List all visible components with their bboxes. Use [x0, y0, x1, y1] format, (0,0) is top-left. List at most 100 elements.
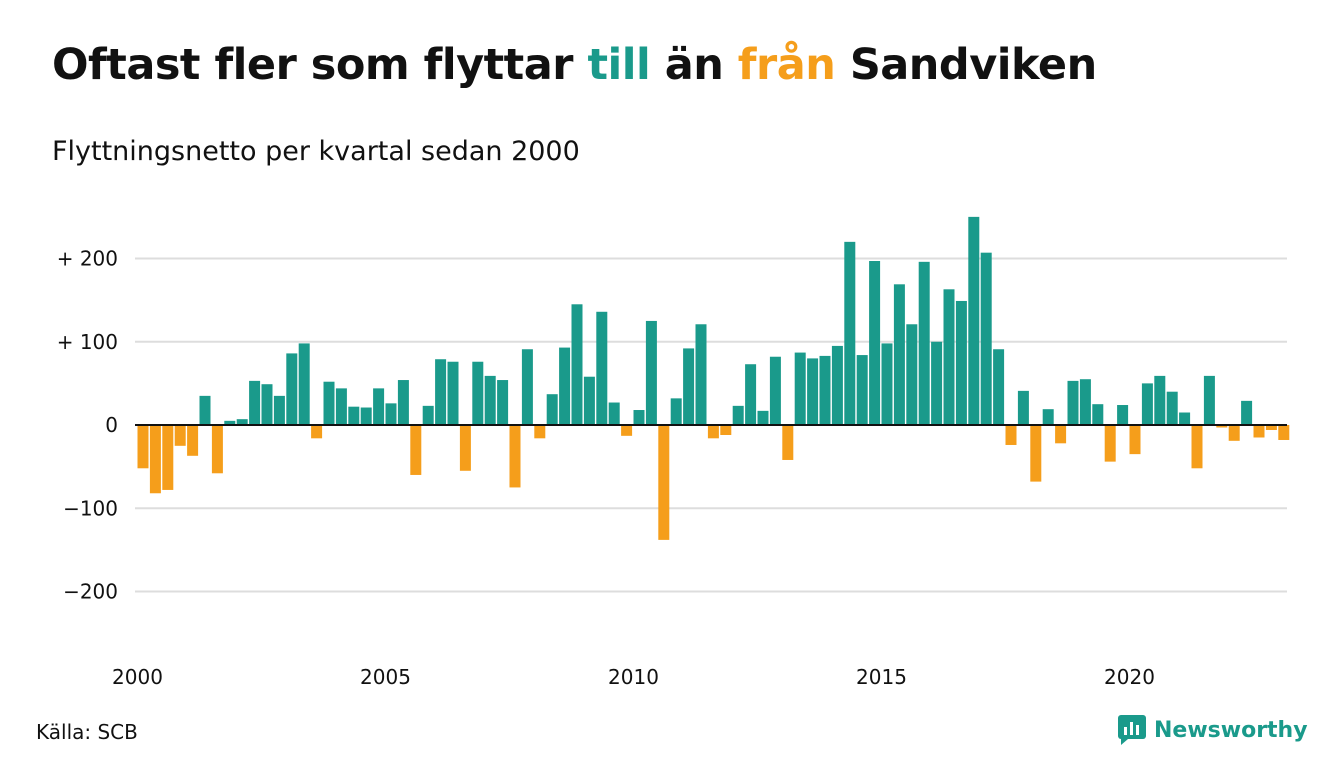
bar — [633, 410, 645, 425]
bar — [224, 420, 236, 425]
bar — [1129, 425, 1141, 455]
bar — [1278, 425, 1290, 440]
chart-subtitle: Flyttningsnetto per kvartal sedan 2000 — [52, 136, 580, 167]
newsworthy-logo-icon — [1118, 715, 1146, 745]
x-tick-label: 2020 — [1104, 665, 1155, 689]
bar — [174, 425, 186, 446]
bar — [1030, 425, 1042, 482]
chart-title: Oftast fler som flyttar till än från San… — [52, 40, 1097, 90]
y-tick-label: 0 — [105, 413, 118, 437]
bar — [645, 320, 657, 425]
brand-logo: Newsworthy — [1118, 714, 1308, 746]
brand-label: Newsworthy — [1154, 717, 1308, 743]
bar — [1104, 425, 1116, 462]
bar — [1079, 379, 1091, 425]
title-fran: från — [737, 40, 836, 90]
bar — [819, 355, 831, 425]
bar — [893, 284, 905, 425]
bar — [1228, 425, 1240, 441]
bar — [261, 384, 273, 425]
title-part-1: Oftast fler som flyttar — [52, 40, 588, 90]
bar — [1017, 390, 1029, 425]
bar — [546, 394, 558, 425]
bar — [1216, 425, 1228, 428]
bar — [683, 348, 695, 425]
bar — [137, 425, 149, 469]
bar — [472, 361, 484, 425]
x-tick-label: 2000 — [112, 665, 163, 689]
bar — [509, 425, 521, 488]
bar — [608, 402, 620, 425]
bar — [571, 304, 583, 425]
bar — [1055, 425, 1067, 444]
bar — [1253, 425, 1265, 438]
bar — [745, 364, 757, 425]
bar — [658, 425, 670, 540]
bar — [273, 395, 285, 425]
bar — [968, 216, 980, 425]
bar — [1005, 425, 1017, 445]
bar — [931, 341, 943, 425]
bar — [918, 261, 930, 425]
bar — [1067, 380, 1079, 425]
bar — [484, 375, 496, 425]
bar — [1191, 425, 1203, 469]
title-till: till — [587, 40, 651, 90]
bar — [534, 425, 546, 439]
bar — [621, 425, 633, 436]
bar — [311, 425, 323, 439]
bar — [769, 356, 781, 425]
x-tick-label: 2010 — [608, 665, 659, 689]
bar — [831, 345, 843, 425]
bar — [869, 260, 881, 425]
bar — [794, 352, 806, 425]
y-tick-label: −200 — [63, 580, 118, 604]
x-tick-label: 2005 — [360, 665, 411, 689]
bar — [397, 380, 409, 425]
bar — [782, 425, 794, 460]
bar — [1092, 404, 1104, 425]
bar — [695, 324, 707, 425]
bar — [955, 300, 967, 425]
bar — [844, 241, 856, 425]
bar — [559, 347, 571, 425]
bar — [459, 425, 471, 471]
bar — [670, 398, 682, 425]
bar — [993, 349, 1005, 425]
bar — [596, 311, 608, 425]
bar — [1141, 383, 1153, 425]
bar — [149, 425, 161, 494]
bar — [1203, 375, 1215, 425]
bar — [348, 406, 360, 425]
bar — [236, 419, 248, 425]
bar — [447, 361, 459, 425]
bar — [583, 376, 595, 425]
bar — [856, 355, 868, 425]
x-tick-label: 2015 — [856, 665, 907, 689]
bar — [162, 425, 174, 490]
bar — [707, 425, 719, 439]
bar — [1042, 409, 1054, 425]
bar — [298, 343, 310, 425]
bar — [521, 349, 533, 425]
bar — [906, 324, 918, 425]
bar — [385, 403, 397, 425]
source-note: Källa: SCB — [36, 720, 138, 744]
bar — [732, 405, 744, 425]
bar — [1241, 400, 1253, 425]
bar — [1265, 425, 1277, 430]
bar — [335, 388, 347, 425]
bar — [360, 407, 372, 425]
bar — [323, 381, 335, 425]
bar — [720, 425, 732, 435]
bar — [497, 380, 509, 425]
bar — [187, 425, 199, 456]
title-part-2: än — [650, 40, 738, 90]
bar — [373, 388, 385, 425]
bar — [410, 425, 422, 475]
bar — [943, 289, 955, 425]
bar — [881, 343, 893, 425]
y-tick-label: + 100 — [57, 330, 118, 354]
bar — [980, 252, 992, 425]
